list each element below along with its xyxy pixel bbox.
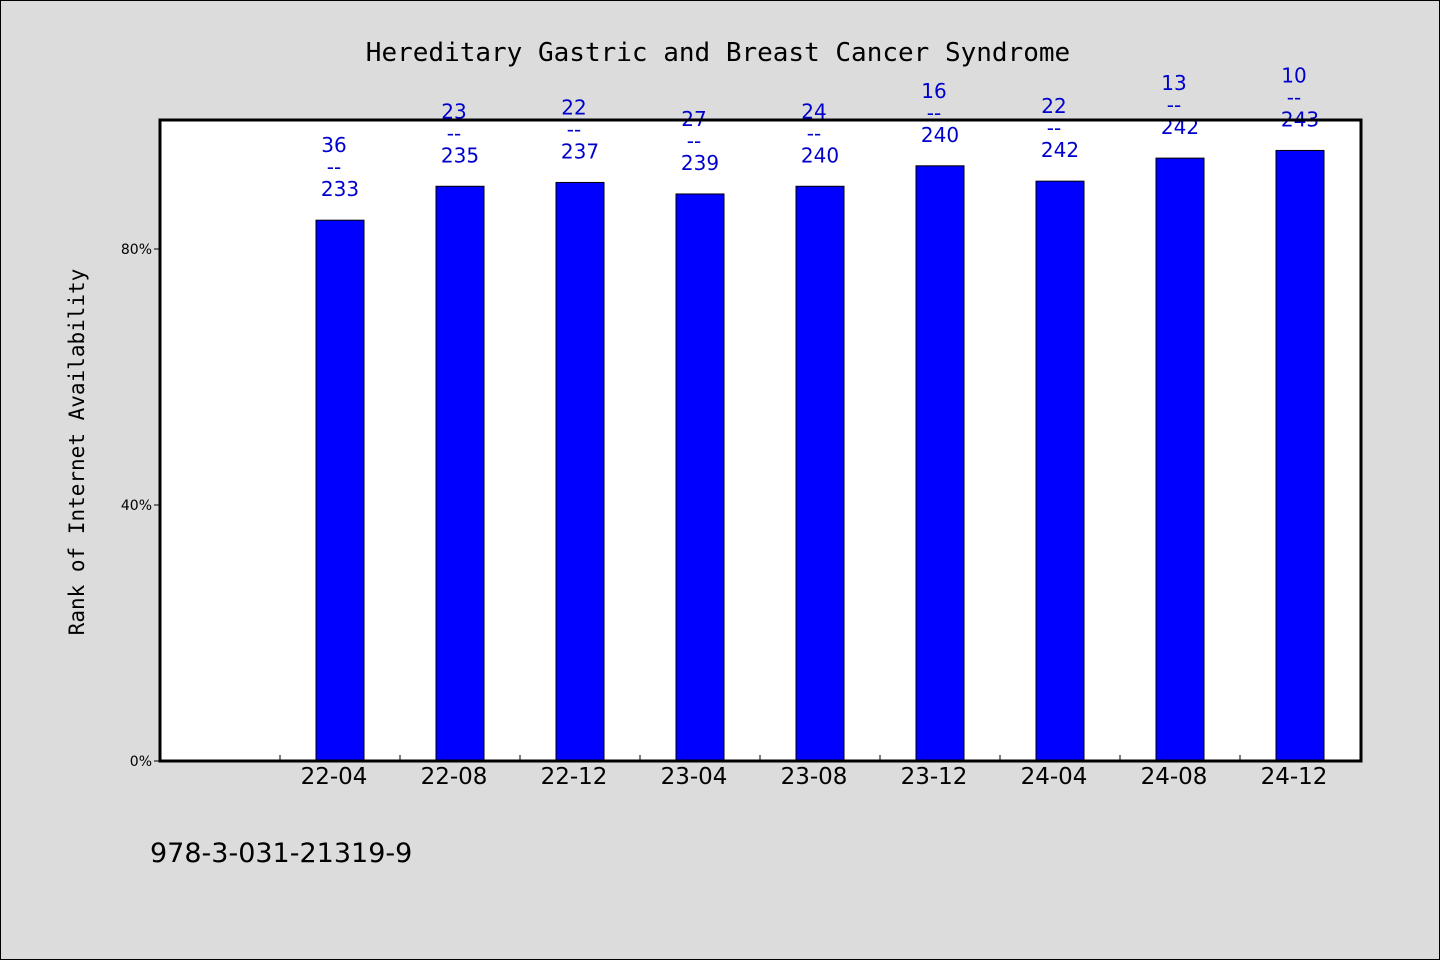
data-label-top-23-12: 16 xyxy=(921,79,946,103)
data-label-bottom-23-12: 240 xyxy=(921,123,959,147)
x-tick-label-24-12: 24-12 xyxy=(1261,764,1328,790)
x-tick-label-22-12: 22-12 xyxy=(541,764,608,790)
bar-23-04 xyxy=(675,193,725,762)
data-label-separator-24-04: -- xyxy=(1047,116,1061,140)
x-tick-label-24-08: 24-08 xyxy=(1141,764,1208,790)
bar-22-04 xyxy=(315,219,365,762)
bar-22-08 xyxy=(435,185,485,762)
data-label-top-24-12: 10 xyxy=(1281,63,1306,87)
axis-ticks-layer: 22-04 22-08 22-12 23-04 23-08 23-12 24-04 24-08… xyxy=(121,242,1361,790)
y-tick-label-40: 40% xyxy=(121,498,152,514)
bar-24-04 xyxy=(1035,180,1085,762)
data-label-bottom-24-04: 242 xyxy=(1041,138,1079,162)
x-tick-label-23-04: 23-04 xyxy=(661,764,728,790)
data-label-top-24-04: 22 xyxy=(1041,94,1066,118)
data-label-bottom-23-04: 239 xyxy=(681,151,719,175)
bar-22-12 xyxy=(555,181,605,762)
data-label-separator-24-12: -- xyxy=(1287,85,1301,109)
y-tick-label-80: 80% xyxy=(121,242,152,258)
x-tick-label-23-12: 23-12 xyxy=(901,764,968,790)
bar-24-08 xyxy=(1155,157,1205,762)
x-tick-label-22-04: 22-04 xyxy=(301,764,368,790)
y-tick-label-0: 0% xyxy=(130,754,152,770)
x-tick-label-22-08: 22-08 xyxy=(421,764,488,790)
data-label-separator-22-08: -- xyxy=(447,121,461,145)
data-label-separator-24-08: -- xyxy=(1167,93,1181,117)
data-label-separator-22-04: -- xyxy=(327,155,341,179)
data-label-bottom-22-04: 233 xyxy=(321,177,359,201)
data-label-separator-23-08: -- xyxy=(807,121,821,145)
data-label-top-22-04: 36 xyxy=(321,133,346,157)
footer-isbn: 978-3-031-21319-9 xyxy=(150,838,412,869)
data-label-separator-22-12: -- xyxy=(567,117,581,141)
plot-border xyxy=(158,118,1363,763)
x-tick-label-23-08: 23-08 xyxy=(781,764,848,790)
x-tick-label-24-04: 24-04 xyxy=(1021,764,1088,790)
data-label-bottom-22-12: 237 xyxy=(561,139,599,163)
chart-title: Hereditary Gastric and Breast Cancer Syn… xyxy=(366,38,1070,68)
y-axis-label: Rank of Internet Availability xyxy=(65,269,89,636)
bar-24-12 xyxy=(1275,149,1325,762)
data-label-bottom-22-08: 235 xyxy=(441,143,479,167)
data-label-top-22-12: 22 xyxy=(561,95,586,119)
data-label-top-24-08: 13 xyxy=(1161,71,1186,95)
data-label-bottom-23-08: 240 xyxy=(801,143,839,167)
bars-layer xyxy=(315,149,1325,762)
bar-23-08 xyxy=(795,185,845,762)
data-label-separator-23-04: -- xyxy=(687,129,701,153)
bar-23-12 xyxy=(915,165,965,762)
